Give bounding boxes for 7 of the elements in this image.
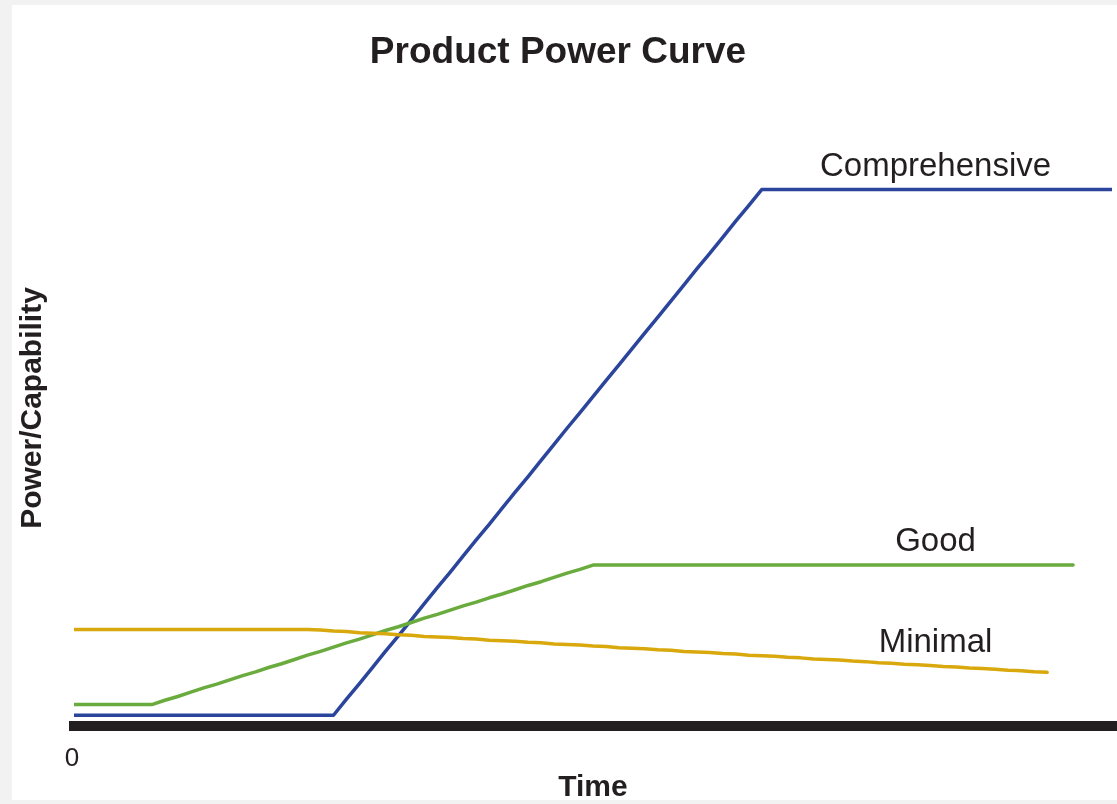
x-axis-title: Time xyxy=(558,769,628,802)
series-label: Comprehensive xyxy=(819,145,1052,183)
series-label: Good xyxy=(895,521,976,559)
text: 0 xyxy=(64,742,80,772)
y-axis-title: Power/Capability xyxy=(14,286,47,529)
series-label: Minimal xyxy=(878,621,993,659)
chart-title: Product Power Curve xyxy=(369,30,747,71)
